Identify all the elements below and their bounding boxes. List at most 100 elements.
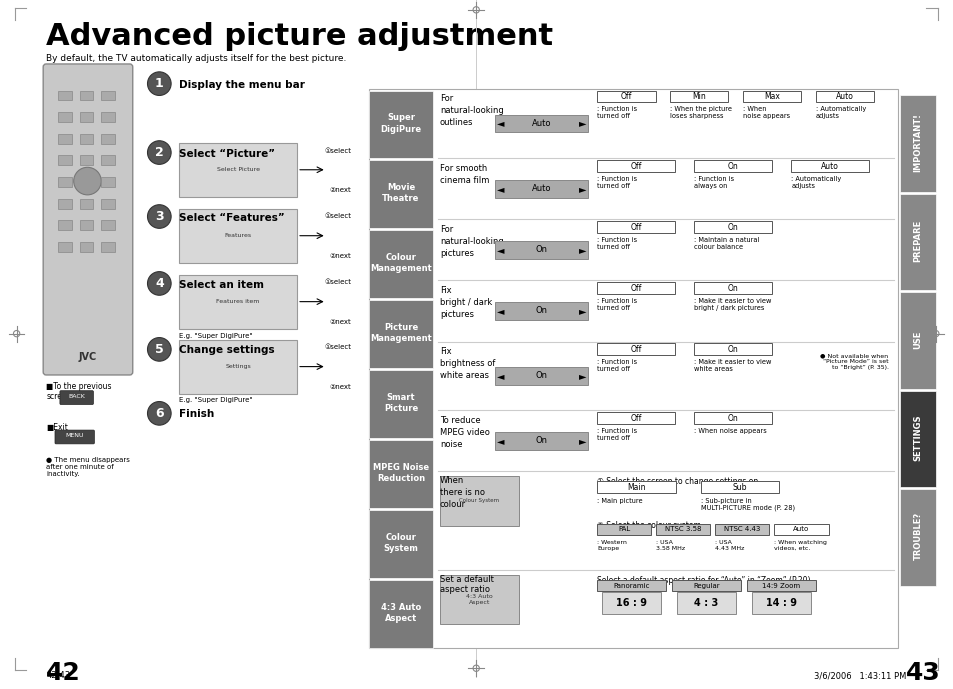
Text: Smart
Picture: Smart Picture <box>383 393 417 413</box>
Text: : Function is
turned off: : Function is turned off <box>597 298 637 311</box>
Bar <box>597 481 676 493</box>
Text: : Main picture: : Main picture <box>597 498 642 504</box>
Bar <box>79 90 93 101</box>
Circle shape <box>148 271 171 296</box>
Text: For
natural-looking
pictures: For natural-looking pictures <box>439 225 503 258</box>
Text: On: On <box>727 162 738 171</box>
Bar <box>101 199 115 209</box>
Bar <box>79 134 93 144</box>
Text: JVC: JVC <box>79 352 97 362</box>
Bar <box>597 282 674 294</box>
Text: Colour
Management: Colour Management <box>370 254 432 274</box>
Text: Off: Off <box>630 284 641 293</box>
Text: PAL: PAL <box>618 526 630 533</box>
Bar <box>58 220 71 230</box>
Text: : When noise appears: : When noise appears <box>694 428 766 434</box>
Bar <box>369 510 433 577</box>
Text: Features: Features <box>224 233 252 238</box>
Bar <box>791 161 868 172</box>
Text: ■Exit: ■Exit <box>46 423 68 432</box>
Text: On: On <box>727 223 738 232</box>
Text: Sub: Sub <box>732 483 746 492</box>
Bar <box>694 344 771 356</box>
Text: : When
noise appears: : When noise appears <box>742 106 789 119</box>
Bar <box>179 209 296 263</box>
Text: Fix
brightness of
white areas: Fix brightness of white areas <box>439 347 495 380</box>
Text: 4:3 Auto
Aspect: 4:3 Auto Aspect <box>465 594 492 605</box>
Bar <box>669 90 727 103</box>
Text: NTSC 4.43: NTSC 4.43 <box>723 526 760 533</box>
Text: Advanced picture adjustment: Advanced picture adjustment <box>46 21 553 51</box>
Bar <box>774 524 827 535</box>
Bar <box>179 340 296 393</box>
Bar <box>900 96 935 192</box>
Bar <box>58 134 71 144</box>
Text: ■To the previous
screen: ■To the previous screen <box>46 382 112 401</box>
Text: Panoramic: Panoramic <box>613 583 649 588</box>
Bar <box>101 156 115 165</box>
Bar <box>677 593 736 614</box>
Text: Select a default aspect ratio for “Auto” in “Zoom” (P.20): Select a default aspect ratio for “Auto”… <box>597 576 810 585</box>
Text: Max: Max <box>763 92 780 101</box>
Bar <box>58 112 71 122</box>
FancyBboxPatch shape <box>43 64 132 375</box>
Bar <box>597 524 651 535</box>
Text: ②next: ②next <box>329 253 351 259</box>
Text: To reduce
MPEG video
noise: To reduce MPEG video noise <box>439 416 489 449</box>
Text: : Make it easier to view
white areas: : Make it easier to view white areas <box>694 359 771 372</box>
Bar <box>179 143 296 197</box>
Bar <box>694 282 771 294</box>
Bar <box>79 156 93 165</box>
Text: 1: 1 <box>154 77 164 90</box>
Bar <box>369 161 433 228</box>
Bar <box>815 90 873 103</box>
Text: When
there is no
colour: When there is no colour <box>439 476 484 509</box>
Text: Min: Min <box>692 92 705 101</box>
Bar <box>369 90 433 158</box>
Text: Select Picture: Select Picture <box>216 167 259 172</box>
Text: 4 : 3: 4 : 3 <box>694 598 718 608</box>
Text: : Maintain a natural
colour balance: : Maintain a natural colour balance <box>694 237 759 250</box>
Text: ►: ► <box>578 184 586 194</box>
Bar <box>751 593 810 614</box>
Text: On: On <box>535 371 547 380</box>
Text: : Function is
turned off: : Function is turned off <box>597 237 637 250</box>
Bar <box>746 579 815 591</box>
Text: For
natural-looking
outlines: For natural-looking outlines <box>439 94 503 127</box>
Text: : When the picture
loses sharpness: : When the picture loses sharpness <box>669 106 731 119</box>
Text: Features item: Features item <box>216 299 259 304</box>
Circle shape <box>148 205 171 228</box>
Text: : Function is
always on: : Function is always on <box>694 176 734 189</box>
Circle shape <box>148 72 171 96</box>
Bar <box>179 275 296 329</box>
Text: : Western
Europe: : Western Europe <box>597 540 626 551</box>
Text: Main: Main <box>627 483 645 492</box>
Bar <box>694 412 771 424</box>
Text: Finish: Finish <box>179 409 214 420</box>
Text: : Function is
turned off: : Function is turned off <box>597 359 637 372</box>
Bar <box>597 412 674 424</box>
Text: MPEG Noise
Reduction: MPEG Noise Reduction <box>373 463 429 483</box>
Text: 4:3 Auto
Aspect: 4:3 Auto Aspect <box>380 603 420 623</box>
Text: ►: ► <box>578 436 586 446</box>
Bar <box>369 89 898 648</box>
Text: Select “Picture”: Select “Picture” <box>179 149 274 158</box>
Text: BACK: BACK <box>68 394 85 399</box>
Bar <box>58 242 71 252</box>
Text: ①select: ①select <box>324 214 351 220</box>
Bar <box>597 579 665 591</box>
Bar <box>495 432 588 450</box>
Text: 14 : 9: 14 : 9 <box>765 598 796 608</box>
Bar <box>694 221 771 234</box>
Text: PREPARE: PREPARE <box>913 220 922 263</box>
Bar <box>369 579 433 648</box>
Bar <box>495 241 588 259</box>
Text: Off: Off <box>620 92 632 101</box>
Text: 43: 43 <box>905 661 940 686</box>
Text: 2: 2 <box>154 146 164 159</box>
Text: Off: Off <box>630 223 641 232</box>
Bar <box>58 177 71 187</box>
Bar <box>369 370 433 438</box>
Text: : When watching
videos, etc.: : When watching videos, etc. <box>774 540 826 551</box>
Text: ① Select the screen to change settings on: ① Select the screen to change settings o… <box>597 477 758 486</box>
